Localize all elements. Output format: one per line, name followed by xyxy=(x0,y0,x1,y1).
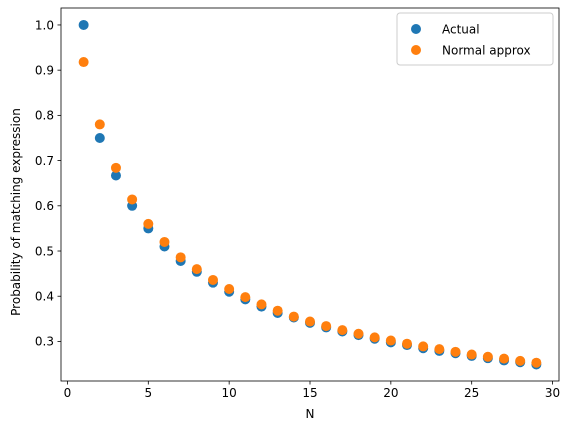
data-point-normal-approx xyxy=(175,252,186,263)
axes: 0 5 10 15 20 25 30 0.3 0.4 0.5 0.6 0.7 0.8 0.9 1.0 xyxy=(35,7,560,400)
y-tick-label: 0.4 xyxy=(35,290,54,304)
data-point-normal-approx xyxy=(143,218,154,229)
legend-frame xyxy=(396,12,554,66)
data-point-normal-approx xyxy=(402,338,413,349)
y-tick-label: 0.8 xyxy=(35,109,54,123)
data-point-normal-approx xyxy=(418,341,429,352)
data-point-normal-approx xyxy=(207,274,218,285)
data-point-normal-approx xyxy=(78,57,89,68)
x-tick-label: 10 xyxy=(222,386,237,400)
x-tick-label: 25 xyxy=(464,386,479,400)
data-point-normal-approx xyxy=(337,325,348,336)
data-point-actual xyxy=(94,132,105,143)
x-tick-label: 5 xyxy=(144,386,152,400)
data-point-actual xyxy=(78,19,89,30)
data-point-normal-approx xyxy=(256,299,267,310)
data-point-normal-approx xyxy=(159,236,170,247)
data-point-normal-approx xyxy=(305,316,315,327)
y-tick-label: 0.5 xyxy=(35,244,54,258)
data-point-normal-approx xyxy=(450,346,461,357)
data-point-actual xyxy=(110,170,121,181)
y-tick-label: 0.3 xyxy=(35,335,54,349)
y-tick-label: 0.6 xyxy=(35,199,54,213)
x-tick-label: 0 xyxy=(64,386,72,400)
plot-area xyxy=(78,19,542,370)
data-point-normal-approx xyxy=(272,305,283,316)
data-point-normal-approx xyxy=(321,321,332,332)
legend-label-normal-approx: Normal approx xyxy=(442,44,531,58)
data-point-normal-approx xyxy=(499,353,510,364)
data-point-normal-approx xyxy=(288,311,299,322)
data-point-normal-approx xyxy=(127,194,138,205)
data-point-normal-approx xyxy=(434,344,445,355)
legend-marker-normal-approx xyxy=(411,45,421,55)
y-tick-label: 1.0 xyxy=(35,18,54,32)
data-point-normal-approx xyxy=(369,332,380,343)
legend: Actual Normal approx xyxy=(396,12,554,66)
data-point-normal-approx xyxy=(515,355,526,366)
data-point-normal-approx xyxy=(110,162,121,173)
data-point-normal-approx xyxy=(466,349,477,360)
x-tick-label: 20 xyxy=(383,386,398,400)
y-tick-label: 0.7 xyxy=(35,154,54,168)
data-point-normal-approx xyxy=(224,283,235,294)
x-tick-label: 15 xyxy=(302,386,317,400)
data-point-normal-approx xyxy=(191,264,202,275)
x-tick-label: 30 xyxy=(545,386,560,400)
x-axis-label: N xyxy=(306,407,315,421)
legend-label-actual: Actual xyxy=(442,23,480,37)
legend-marker-actual xyxy=(411,24,421,34)
data-point-normal-approx xyxy=(482,351,493,362)
y-axis-label: Probability of matching expression xyxy=(9,108,23,316)
data-point-normal-approx xyxy=(385,335,396,346)
data-point-normal-approx xyxy=(94,119,105,130)
data-point-normal-approx xyxy=(240,292,251,303)
data-point-normal-approx xyxy=(531,357,542,368)
data-point-normal-approx xyxy=(353,328,364,339)
y-tick-label: 0.9 xyxy=(35,63,54,77)
